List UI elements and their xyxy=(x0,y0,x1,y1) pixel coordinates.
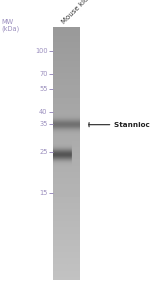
Text: MW
(kDa): MW (kDa) xyxy=(2,19,20,32)
Text: Stanniocalcin 2: Stanniocalcin 2 xyxy=(114,122,150,128)
Text: 40: 40 xyxy=(39,110,48,115)
Text: 70: 70 xyxy=(39,72,48,77)
Text: 35: 35 xyxy=(39,121,48,127)
Text: 100: 100 xyxy=(35,48,48,54)
Text: Mouse kidney: Mouse kidney xyxy=(61,0,99,25)
Text: 55: 55 xyxy=(39,86,48,92)
Text: 15: 15 xyxy=(39,190,48,196)
Text: 25: 25 xyxy=(39,149,48,155)
